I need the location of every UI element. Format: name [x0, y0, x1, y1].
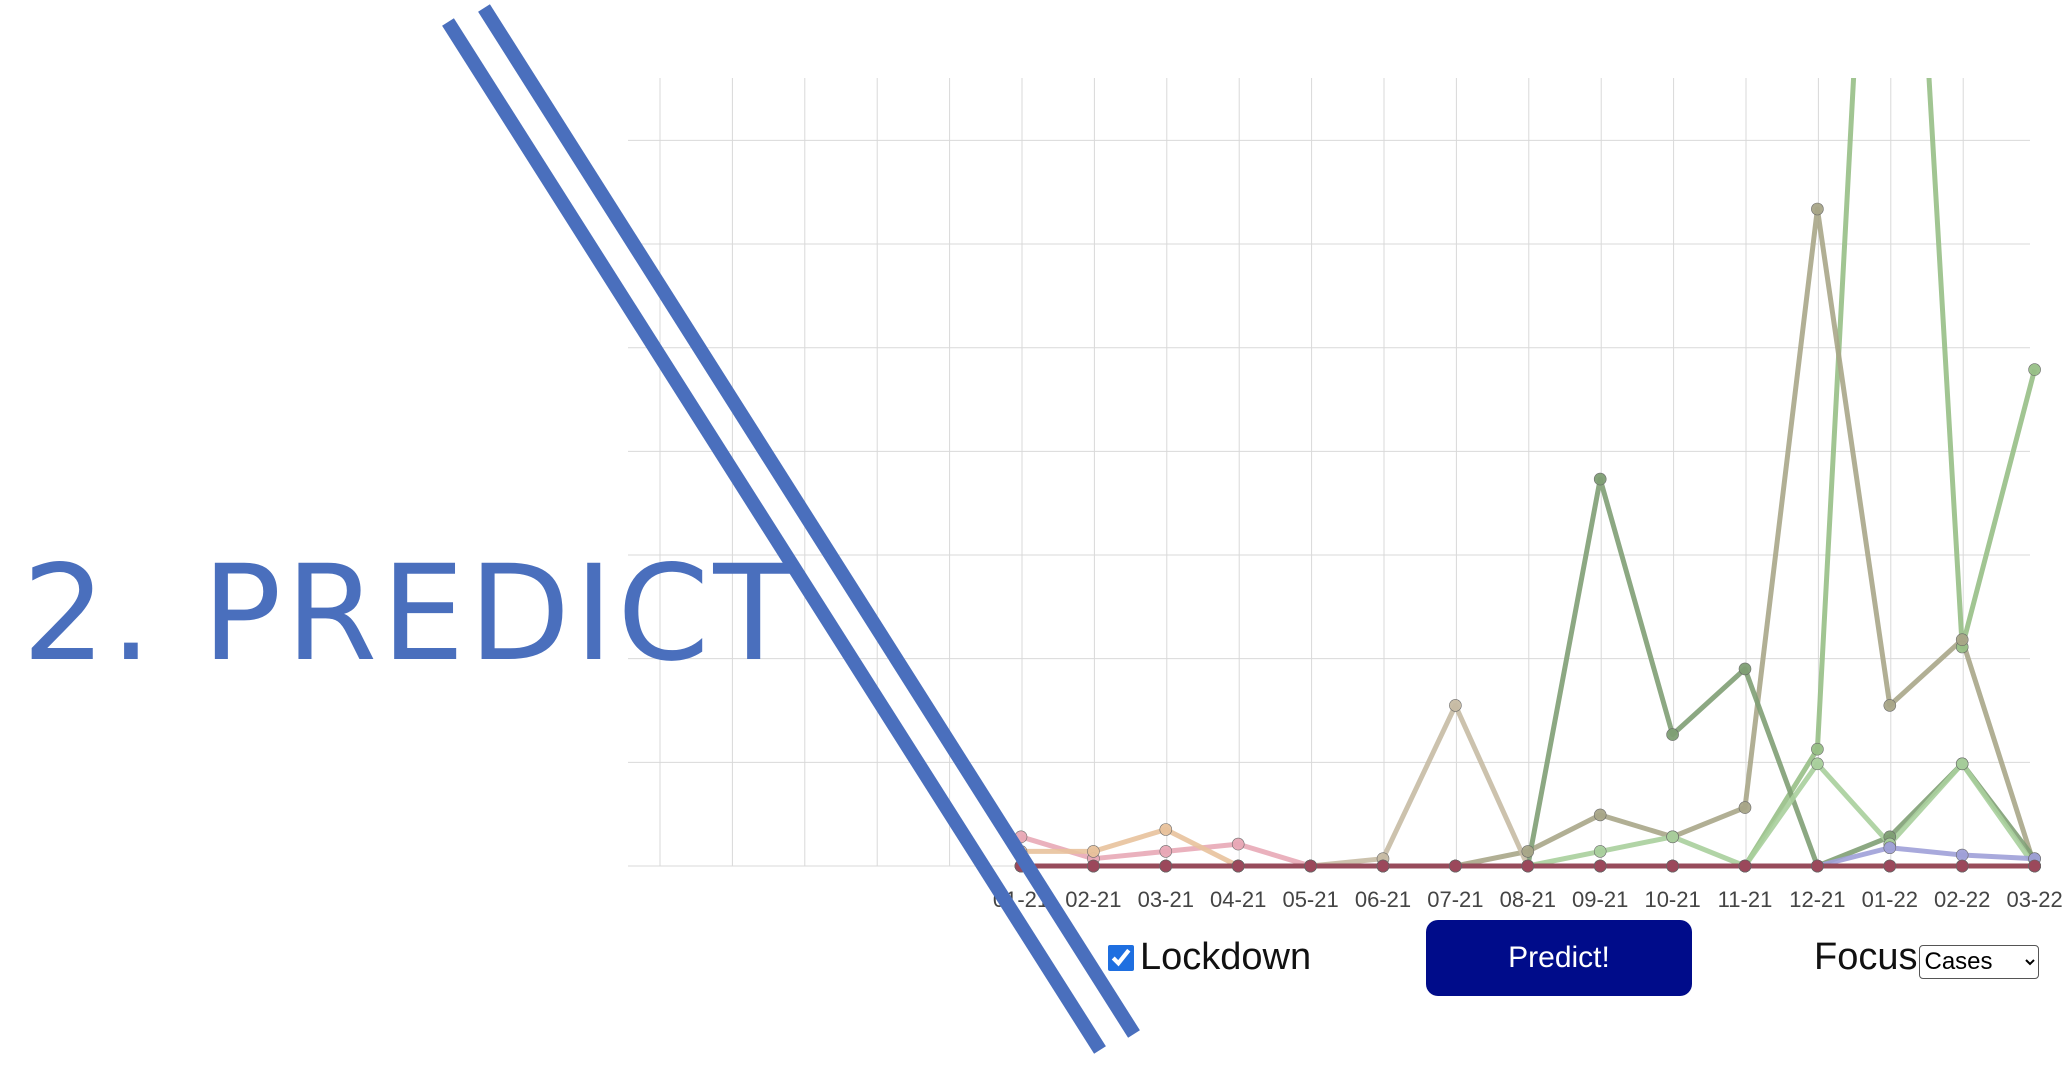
series-point	[1738, 859, 1752, 873]
x-tick-label: 11-21	[1718, 887, 1773, 912]
series-point	[1811, 859, 1824, 873]
series-point	[1593, 808, 1607, 822]
series-point	[1593, 845, 1607, 858]
series-point	[1811, 202, 1824, 216]
series-point	[1811, 742, 1824, 756]
diagonal-divider	[442, 4, 1140, 1054]
predict-button[interactable]: Predict!	[1426, 920, 1692, 996]
series-point	[1593, 472, 1607, 486]
series-point	[1955, 848, 1969, 862]
x-tick-label: 09-21	[1572, 887, 1628, 912]
series-point	[1521, 859, 1535, 873]
series-point	[1811, 757, 1824, 771]
lockdown-checkbox[interactable]	[1108, 944, 1134, 971]
focus-control: Focus Cases	[1814, 936, 2040, 979]
x-tick-label: 12-21	[1789, 887, 1845, 912]
series-point	[1883, 699, 1897, 712]
x-tick-label: 06-21	[1355, 887, 1411, 912]
series-point	[2028, 363, 2041, 376]
series-point	[1304, 859, 1317, 873]
x-tick-label: 05-21	[1282, 887, 1338, 912]
x-tick-label: 01-22	[1862, 887, 1918, 912]
focus-select[interactable]: Cases	[1919, 944, 2040, 979]
series-point	[1738, 801, 1752, 814]
x-tick-label: 03-22	[2006, 887, 2062, 912]
x-tick-label: 08-21	[1500, 887, 1556, 912]
series-point	[1955, 633, 1969, 647]
x-tick-label: 07-21	[1427, 887, 1483, 912]
series-point	[1955, 757, 1969, 771]
series-point	[1955, 859, 1969, 873]
series-point	[1666, 830, 1679, 844]
chart-points	[1014, 202, 2041, 873]
series-point	[1159, 859, 1173, 873]
series-point	[1521, 845, 1535, 858]
x-tick-label: 03-21	[1138, 887, 1194, 912]
series-point	[1231, 859, 1245, 873]
focus-label: Focus	[1814, 936, 1918, 978]
x-tick-label: 04-21	[1210, 887, 1266, 912]
series-line	[1021, 78, 2038, 869]
series-point	[1087, 859, 1100, 873]
series-point	[1738, 662, 1752, 676]
lockdown-label: Lockdown	[1140, 936, 1312, 978]
lockdown-toggle[interactable]: Lockdown	[1108, 936, 1311, 979]
series-point	[1449, 859, 1462, 873]
x-tick-label: 10-21	[1644, 887, 1700, 912]
series-point	[1666, 859, 1679, 873]
series-point	[1087, 845, 1100, 858]
x-axis-ticks: 01-21 02-21 03-21 04-21 05-21 06-21 07-21 08-21…	[993, 887, 2063, 912]
x-tick-label: 02-22	[1934, 887, 1990, 912]
chart-lines	[1020, 78, 2038, 869]
x-tick-label: 02-21	[1065, 887, 1121, 912]
series-point	[1593, 859, 1607, 873]
series-point	[1159, 823, 1173, 836]
page-title: 2. PREDICT	[22, 537, 798, 691]
series-point	[1883, 841, 1897, 855]
series-point	[1883, 859, 1897, 873]
divider-stroke-2	[478, 4, 1140, 1038]
series-line	[1021, 206, 2037, 869]
series-point	[1666, 728, 1679, 741]
series-point	[1449, 699, 1462, 712]
series-point	[2028, 859, 2041, 873]
series-point	[1376, 859, 1390, 873]
divider-stroke-1	[442, 18, 1106, 1054]
series-point	[1231, 837, 1245, 851]
series-point	[1159, 845, 1173, 858]
chart-grid	[628, 78, 2030, 867]
